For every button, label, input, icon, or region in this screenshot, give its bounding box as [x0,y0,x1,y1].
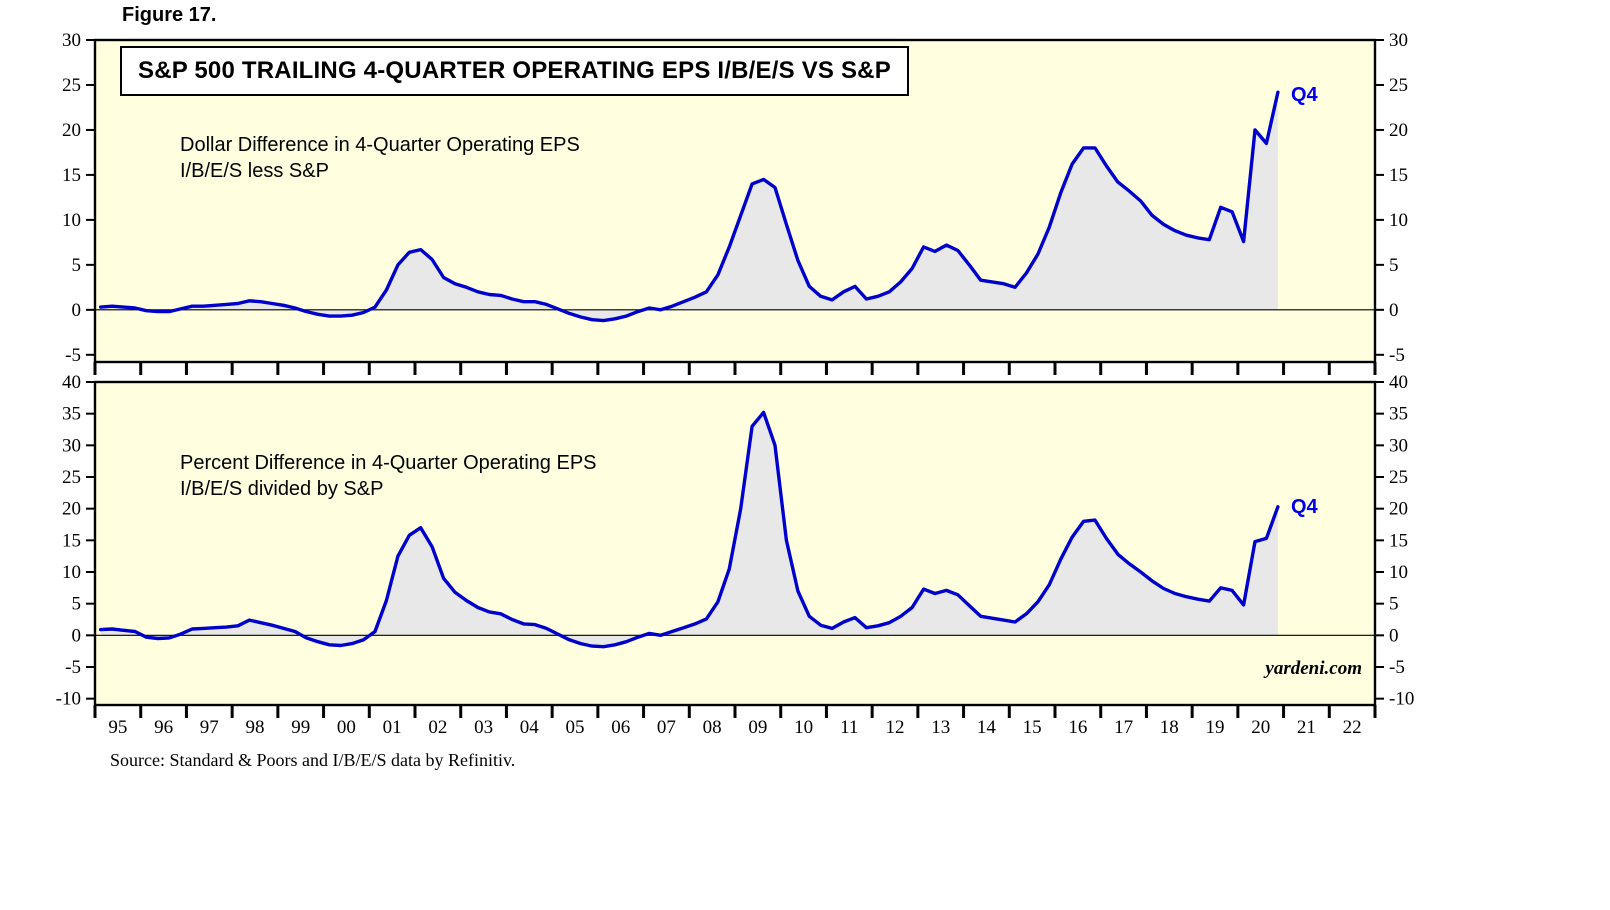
x-year-label: 21 [1297,717,1316,738]
y-tick-label-left: 5 [72,255,82,276]
y-tick-label-right: -10 [1389,689,1414,710]
y-tick-label-right: 5 [1389,594,1399,615]
y-tick-label-left: -5 [65,345,81,366]
y-tick-label-right: 20 [1389,120,1408,141]
x-year-label: 20 [1251,717,1270,738]
y-tick-label-right: 10 [1389,210,1408,231]
y-tick-label-left: 0 [72,300,82,321]
x-year-label: 12 [886,717,905,738]
latest-quarter-label-dollar: Q4 [1291,84,1318,106]
y-tick-label-left: 10 [62,210,81,231]
y-tick-label-right: 25 [1389,467,1408,488]
y-tick-label-left: 5 [72,594,82,615]
y-tick-label-right: 10 [1389,562,1408,583]
x-year-label: 05 [566,717,585,738]
y-tick-label-right: 35 [1389,404,1408,425]
annotation-percent-difference: Percent Difference in 4-Quarter Operatin… [180,452,597,500]
x-year-label: 04 [520,717,540,738]
x-year-label: 00 [337,717,356,738]
x-year-label: 99 [291,717,310,738]
y-tick-label-right: 15 [1389,165,1408,186]
x-year-label: 97 [200,717,219,738]
x-year-label: 14 [977,717,997,738]
x-year-label: 15 [1023,717,1042,738]
y-tick-label-left: 30 [62,30,81,51]
y-tick-label-left: 30 [62,435,81,456]
x-year-label: 98 [246,717,265,738]
data-line [98,90,1280,323]
x-year-label: 16 [1068,717,1087,738]
annotation-dollar-difference: Dollar Difference in 4-Quarter Operating… [180,134,580,182]
panel-percent-difference: 40 40 35 35 30 30 25 25 20 20 15 15 10 10 5 5 0 0 -5 -5 -10 -… [56,372,1414,718]
y-tick-label-left: 20 [62,499,81,520]
y-tick-label-left: 20 [62,120,81,141]
x-year-label: 09 [748,717,767,738]
y-tick-label-right: 0 [1389,300,1399,321]
x-year-label: 01 [383,717,402,738]
y-tick-label-right: 20 [1389,499,1408,520]
y-tick-label-left: 15 [62,165,81,186]
x-year-label: 18 [1160,717,1179,738]
x-year-label: 06 [611,717,630,738]
x-year-label: 02 [428,717,447,738]
y-tick-label-right: -5 [1389,345,1405,366]
data-line [98,410,1280,649]
y-tick-label-left: -5 [65,657,81,678]
x-year-label: 19 [1206,717,1225,738]
x-axis-year-labels: 95 96 97 98 99 00 01 02 03 04 05 06 07 08 09 10 11 12 13 14… [108,717,1361,738]
y-tick-label-left: 0 [72,625,82,646]
x-year-label: 07 [657,717,676,738]
y-tick-label-right: 30 [1389,30,1408,51]
x-year-label: 11 [840,717,858,738]
area-fill [100,92,1278,321]
y-tick-label-left: 40 [62,372,81,393]
y-tick-label-right: 0 [1389,625,1399,646]
x-year-label: 10 [794,717,813,738]
y-tick-label-right: -5 [1389,657,1405,678]
source-attribution: Source: Standard & Poors and I/B/E/S dat… [110,750,516,770]
x-year-label: 22 [1343,717,1362,738]
y-tick-label-left: 15 [62,530,81,551]
x-year-label: 13 [931,717,950,738]
area-fill [100,412,1278,647]
chart-title: S&P 500 TRAILING 4-QUARTER OPERATING EPS… [120,46,909,96]
y-tick-label-left: -10 [56,689,81,710]
figure-label: Figure 17. [122,4,217,26]
y-tick-label-left: 25 [62,75,81,96]
y-tick-label-right: 25 [1389,75,1408,96]
x-year-label: 96 [154,717,173,738]
x-year-label: 17 [1114,717,1133,738]
y-tick-label-right: 15 [1389,530,1408,551]
yardeni-watermark: yardeni.com [1265,658,1362,679]
x-year-label: 03 [474,717,493,738]
y-tick-label-left: 10 [62,562,81,583]
y-tick-label-left: 25 [62,467,81,488]
y-tick-label-right: 40 [1389,372,1408,393]
x-year-label: 08 [703,717,722,738]
y-tick-label-left: 35 [62,404,81,425]
y-tick-label-right: 5 [1389,255,1399,276]
latest-quarter-label-percent: Q4 [1291,496,1318,518]
x-year-label: 95 [108,717,127,738]
y-tick-label-right: 30 [1389,435,1408,456]
